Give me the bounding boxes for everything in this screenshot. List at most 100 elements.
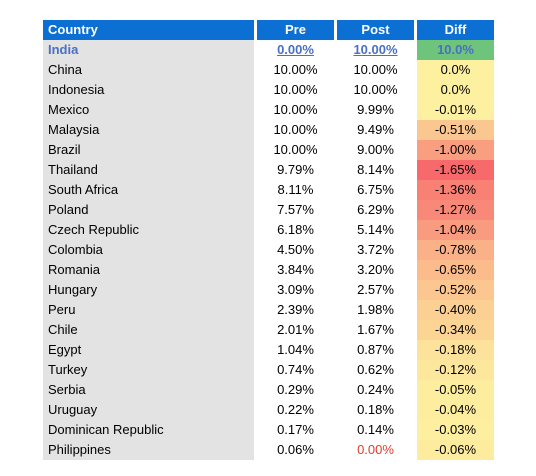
cell-country: Mexico xyxy=(43,100,254,120)
cell-post: 0.00% xyxy=(334,440,414,460)
header-pre: Pre xyxy=(254,20,334,40)
table-row: Turkey 0.74% 0.62% -0.12% xyxy=(43,360,494,380)
cell-post: 6.29% xyxy=(334,200,414,220)
table-row: Peru 2.39% 1.98% -0.40% xyxy=(43,300,494,320)
cell-pre: 2.39% xyxy=(254,300,334,320)
cell-country: Indonesia xyxy=(43,80,254,100)
cell-pre: 7.57% xyxy=(254,200,334,220)
cell-pre: 10.00% xyxy=(254,60,334,80)
cell-post: 1.67% xyxy=(334,320,414,340)
cell-pre: 3.84% xyxy=(254,260,334,280)
table-row: Brazil 10.00% 9.00% -1.00% xyxy=(43,140,494,160)
cell-diff: -1.36% xyxy=(414,180,494,200)
cell-post: 10.00% xyxy=(334,60,414,80)
table-row: Malaysia 10.00% 9.49% -0.51% xyxy=(43,120,494,140)
table-row: Dominican Republic 0.17% 0.14% -0.03% xyxy=(43,420,494,440)
table-row: Mexico 10.00% 9.99% -0.01% xyxy=(43,100,494,120)
cell-pre: 10.00% xyxy=(254,80,334,100)
cell-pre: 2.01% xyxy=(254,320,334,340)
cell-post: 0.62% xyxy=(334,360,414,380)
cell-country: India xyxy=(43,40,254,60)
cell-country: Thailand xyxy=(43,160,254,180)
cell-country: Philippines xyxy=(43,440,254,460)
cell-country: Dominican Republic xyxy=(43,420,254,440)
table-row: Egypt 1.04% 0.87% -0.18% xyxy=(43,340,494,360)
cell-post: 0.87% xyxy=(334,340,414,360)
table-row: Czech Republic 6.18% 5.14% -1.04% xyxy=(43,220,494,240)
cell-country: Peru xyxy=(43,300,254,320)
cell-diff: -0.34% xyxy=(414,320,494,340)
cell-post: 10.00% xyxy=(334,40,414,60)
cell-pre: 1.04% xyxy=(254,340,334,360)
table-row: China 10.00% 10.00% 0.0% xyxy=(43,60,494,80)
cell-pre: 10.00% xyxy=(254,100,334,120)
cell-country: Uruguay xyxy=(43,400,254,420)
cell-diff: -0.06% xyxy=(414,440,494,460)
cell-diff: -0.01% xyxy=(414,100,494,120)
cell-pre: 6.18% xyxy=(254,220,334,240)
cell-country: Czech Republic xyxy=(43,220,254,240)
cell-pre: 3.09% xyxy=(254,280,334,300)
cell-diff: -0.65% xyxy=(414,260,494,280)
cell-pre: 0.29% xyxy=(254,380,334,400)
table-row: Poland 7.57% 6.29% -1.27% xyxy=(43,200,494,220)
cell-pre: 10.00% xyxy=(254,140,334,160)
cell-country: Hungary xyxy=(43,280,254,300)
table-row: India 0.00% 10.00% 10.0% xyxy=(43,40,494,60)
header-diff: Diff xyxy=(414,20,494,40)
cell-diff: -0.04% xyxy=(414,400,494,420)
cell-country: Egypt xyxy=(43,340,254,360)
cell-country: Colombia xyxy=(43,240,254,260)
cell-post: 3.72% xyxy=(334,240,414,260)
table-row: Indonesia 10.00% 10.00% 0.0% xyxy=(43,80,494,100)
cell-diff: -0.03% xyxy=(414,420,494,440)
cell-post: 5.14% xyxy=(334,220,414,240)
cell-diff: -0.18% xyxy=(414,340,494,360)
cell-country: China xyxy=(43,60,254,80)
cell-pre: 0.17% xyxy=(254,420,334,440)
cell-diff: 0.0% xyxy=(414,80,494,100)
cell-post: 1.98% xyxy=(334,300,414,320)
cell-post: 3.20% xyxy=(334,260,414,280)
header-country: Country xyxy=(43,20,254,40)
cell-pre: 8.11% xyxy=(254,180,334,200)
cell-diff: -0.12% xyxy=(414,360,494,380)
table-row: Serbia 0.29% 0.24% -0.05% xyxy=(43,380,494,400)
header-post: Post xyxy=(334,20,414,40)
cell-pre: 0.22% xyxy=(254,400,334,420)
header-row: Country Pre Post Diff xyxy=(43,20,494,40)
cell-diff: -1.65% xyxy=(414,160,494,180)
cell-diff: -1.04% xyxy=(414,220,494,240)
cell-diff: 10.0% xyxy=(414,40,494,60)
cell-post: 10.00% xyxy=(334,80,414,100)
table-body: India 0.00% 10.00% 10.0% China 10.00% 10.00% 0.… xyxy=(43,40,494,460)
table-row: South Africa 8.11% 6.75% -1.36% xyxy=(43,180,494,200)
cell-country: Brazil xyxy=(43,140,254,160)
cell-pre: 0.74% xyxy=(254,360,334,380)
cell-post: 9.49% xyxy=(334,120,414,140)
cell-country: Romania xyxy=(43,260,254,280)
cell-post: 2.57% xyxy=(334,280,414,300)
cell-pre: 9.79% xyxy=(254,160,334,180)
cell-diff: -1.27% xyxy=(414,200,494,220)
data-table: Country Pre Post Diff India 0.00% 10.00% 10… xyxy=(43,20,494,460)
cell-post: 0.24% xyxy=(334,380,414,400)
table-row: Hungary 3.09% 2.57% -0.52% xyxy=(43,280,494,300)
cell-country: South Africa xyxy=(43,180,254,200)
table-row: Uruguay 0.22% 0.18% -0.04% xyxy=(43,400,494,420)
table-row: Chile 2.01% 1.67% -0.34% xyxy=(43,320,494,340)
cell-country: Poland xyxy=(43,200,254,220)
cell-diff: -1.00% xyxy=(414,140,494,160)
cell-post: 0.14% xyxy=(334,420,414,440)
table-row: Philippines 0.06% 0.00% -0.06% xyxy=(43,440,494,460)
cell-post: 0.18% xyxy=(334,400,414,420)
table-row: Romania 3.84% 3.20% -0.65% xyxy=(43,260,494,280)
cell-diff: -0.05% xyxy=(414,380,494,400)
cell-pre: 4.50% xyxy=(254,240,334,260)
cell-diff: 0.0% xyxy=(414,60,494,80)
table-row: Colombia 4.50% 3.72% -0.78% xyxy=(43,240,494,260)
cell-diff: -0.51% xyxy=(414,120,494,140)
cell-pre: 0.06% xyxy=(254,440,334,460)
cell-diff: -0.52% xyxy=(414,280,494,300)
cell-diff: -0.40% xyxy=(414,300,494,320)
